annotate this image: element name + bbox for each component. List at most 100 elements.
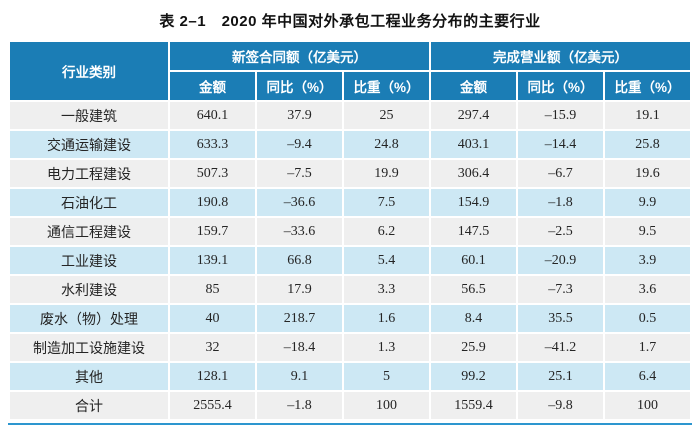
row-value: –2.5 [516, 216, 606, 247]
sub-header-yoy: 同比（%） [516, 70, 606, 102]
row-value: 306.4 [429, 158, 519, 189]
row-value: 60.1 [429, 245, 519, 276]
row-value: 19.1 [603, 100, 693, 131]
table-container: 行业类别 新签合同额（亿美元） 完成营业额（亿美元） 金额 同比（%） 比重（%… [8, 40, 693, 425]
column-header-industry-category: 行业类别 [8, 40, 170, 102]
row-label: 电力工程建设 [8, 158, 170, 189]
row-value: –18.4 [255, 332, 344, 363]
row-value: 40 [168, 303, 257, 334]
sub-header-proportion: 比重（%） [341, 70, 432, 102]
row-value: –15.9 [516, 100, 606, 131]
table-header: 行业类别 新签合同额（亿美元） 完成营业额（亿美元） 金额 同比（%） 比重（%… [8, 40, 693, 102]
row-value: 25.1 [516, 361, 606, 392]
table-row: 通信工程建设 159.7 –33.6 6.2 147.5 –2.5 9.5 [8, 216, 693, 247]
row-value: 1.6 [341, 303, 432, 334]
row-value: 100 [341, 390, 432, 421]
row-label: 交通运输建设 [8, 129, 170, 160]
row-value: –1.8 [516, 187, 606, 218]
sub-header-proportion: 比重（%） [603, 70, 693, 102]
row-value: 190.8 [168, 187, 257, 218]
table-row: 废水（物）处理 40 218.7 1.6 8.4 35.5 0.5 [8, 303, 693, 334]
row-label: 石油化工 [8, 187, 170, 218]
row-value: 7.5 [341, 187, 432, 218]
row-value: 154.9 [429, 187, 519, 218]
sub-header-amount: 金额 [168, 70, 257, 102]
row-value: –20.9 [516, 245, 606, 276]
data-table: 行业类别 新签合同额（亿美元） 完成营业额（亿美元） 金额 同比（%） 比重（%… [8, 40, 693, 421]
row-value: 37.9 [255, 100, 344, 131]
sub-header-yoy: 同比（%） [255, 70, 344, 102]
row-value: 0.5 [603, 303, 693, 334]
row-value: 5 [341, 361, 432, 392]
row-value: 3.9 [603, 245, 693, 276]
row-value: 297.4 [429, 100, 519, 131]
row-value: 3.6 [603, 274, 693, 305]
row-value: 35.5 [516, 303, 606, 334]
row-value: –7.3 [516, 274, 606, 305]
row-value: 507.3 [168, 158, 257, 189]
row-value: 66.8 [255, 245, 344, 276]
row-label: 合计 [8, 390, 170, 421]
row-value: 9.5 [603, 216, 693, 247]
table-row: 电力工程建设 507.3 –7.5 19.9 306.4 –6.7 19.6 [8, 158, 693, 189]
row-value: 25.9 [429, 332, 519, 363]
row-value: 19.6 [603, 158, 693, 189]
row-value: 139.1 [168, 245, 257, 276]
row-value: 403.1 [429, 129, 519, 160]
table-row: 合计 2555.4 –1.8 100 1559.4 –9.8 100 [8, 390, 693, 421]
row-value: 5.4 [341, 245, 432, 276]
page-title: 表 2–1 2020 年中国对外承包工程业务分布的主要行业 [159, 12, 541, 30]
table-row: 交通运输建设 633.3 –9.4 24.8 403.1 –14.4 25.8 [8, 129, 693, 160]
row-value: 6.4 [603, 361, 693, 392]
row-value: –33.6 [255, 216, 344, 247]
row-value: –14.4 [516, 129, 606, 160]
row-value: –7.5 [255, 158, 344, 189]
row-value: 25.8 [603, 129, 693, 160]
row-value: –1.8 [255, 390, 344, 421]
row-value: 25 [341, 100, 432, 131]
row-value: –9.4 [255, 129, 344, 160]
table-row: 工业建设 139.1 66.8 5.4 60.1 –20.9 3.9 [8, 245, 693, 276]
row-value: 9.9 [603, 187, 693, 218]
row-value: –6.7 [516, 158, 606, 189]
row-value: –41.2 [516, 332, 606, 363]
row-label: 通信工程建设 [8, 216, 170, 247]
row-value: 6.2 [341, 216, 432, 247]
row-label: 一般建筑 [8, 100, 170, 131]
row-value: 1.7 [603, 332, 693, 363]
row-value: 100 [603, 390, 693, 421]
table-row: 其他 128.1 9.1 5 99.2 25.1 6.4 [8, 361, 693, 392]
row-value: 159.7 [168, 216, 257, 247]
row-value: 85 [168, 274, 257, 305]
row-value: 1.3 [341, 332, 432, 363]
row-value: 9.1 [255, 361, 344, 392]
table-row: 水利建设 85 17.9 3.3 56.5 –7.3 3.6 [8, 274, 693, 305]
row-value: 99.2 [429, 361, 519, 392]
row-value: –36.6 [255, 187, 344, 218]
column-group-header-completed-turnover: 完成营业额（亿美元） [429, 40, 693, 72]
row-label: 水利建设 [8, 274, 170, 305]
row-value: 633.3 [168, 129, 257, 160]
table-body: 一般建筑 640.1 37.9 25 297.4 –15.9 19.1 交通运输… [8, 100, 693, 421]
row-value: 3.3 [341, 274, 432, 305]
row-value: 1559.4 [429, 390, 519, 421]
row-label: 工业建设 [8, 245, 170, 276]
table-row: 一般建筑 640.1 37.9 25 297.4 –15.9 19.1 [8, 100, 693, 131]
row-value: –9.8 [516, 390, 606, 421]
row-value: 24.8 [341, 129, 432, 160]
row-value: 56.5 [429, 274, 519, 305]
row-value: 17.9 [255, 274, 344, 305]
row-value: 128.1 [168, 361, 257, 392]
row-label: 废水（物）处理 [8, 303, 170, 334]
row-value: 218.7 [255, 303, 344, 334]
row-value: 640.1 [168, 100, 257, 131]
row-value: 147.5 [429, 216, 519, 247]
row-value: 8.4 [429, 303, 519, 334]
row-value: 19.9 [341, 158, 432, 189]
table-row: 石油化工 190.8 –36.6 7.5 154.9 –1.8 9.9 [8, 187, 693, 218]
row-value: 2555.4 [168, 390, 257, 421]
column-group-header-new-contracts: 新签合同额（亿美元） [167, 40, 432, 72]
row-value: 32 [168, 332, 257, 363]
row-label: 制造加工设施建设 [8, 332, 170, 363]
